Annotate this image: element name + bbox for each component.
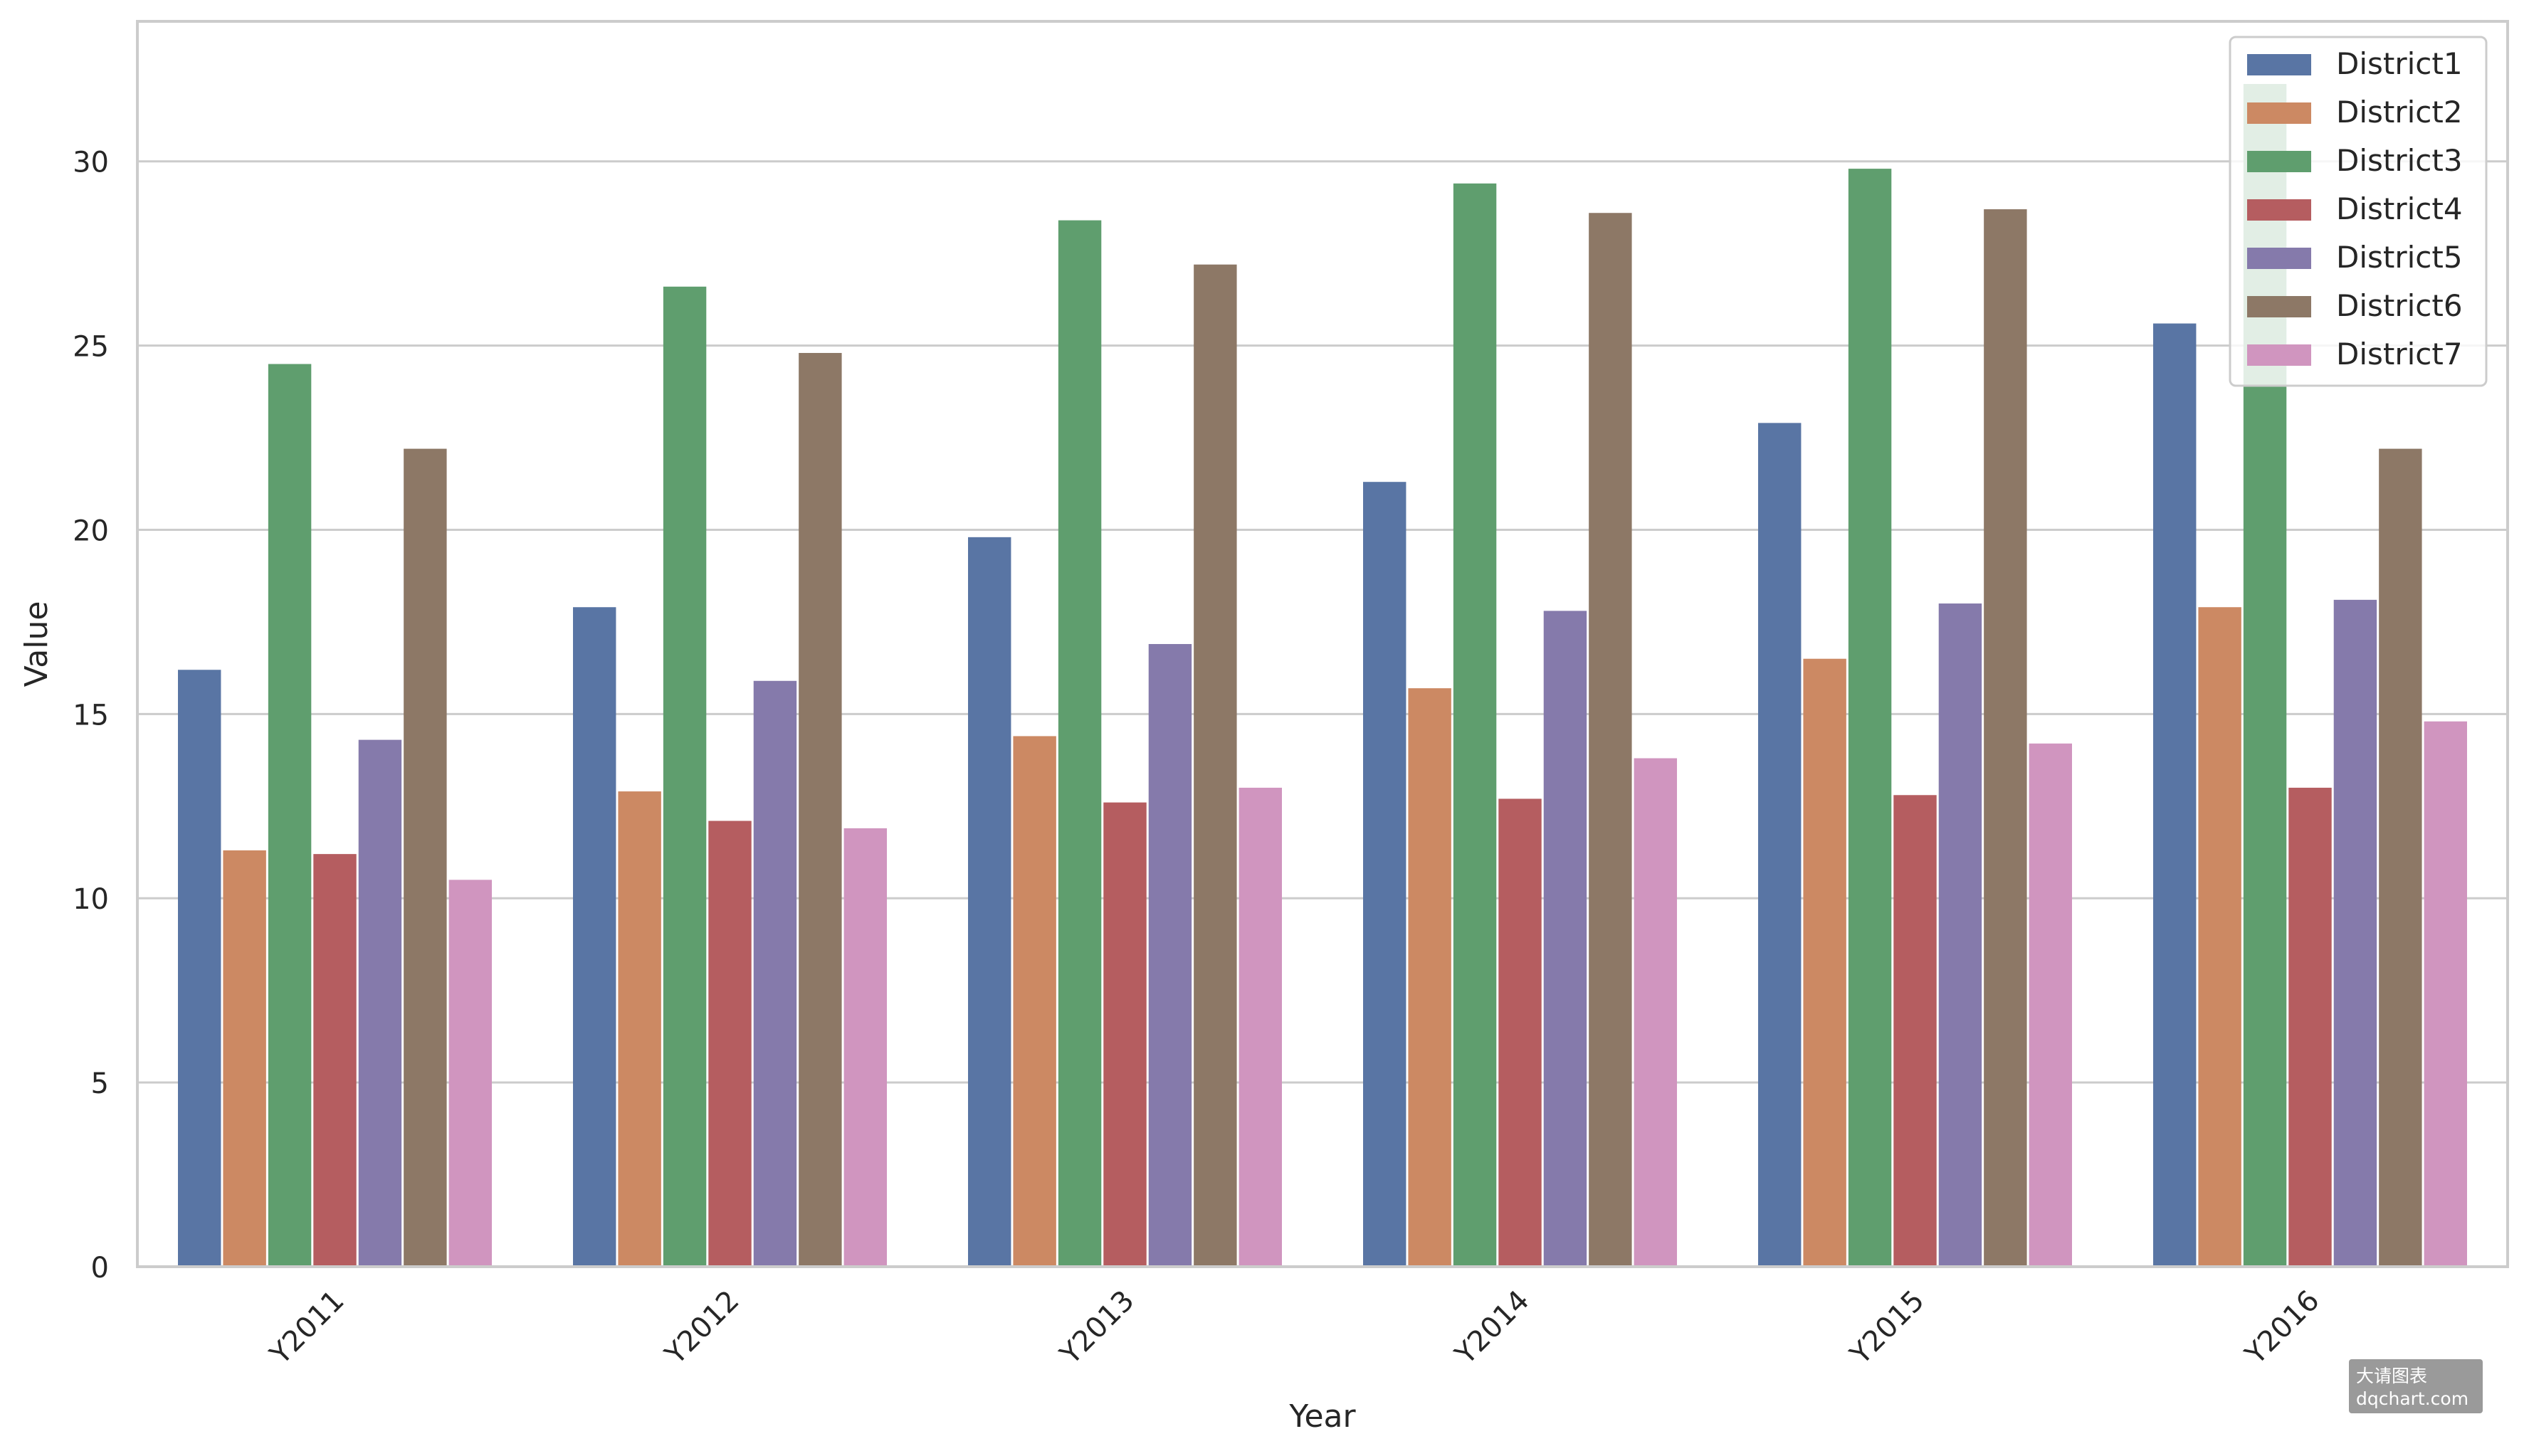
bar-district5-y2015 [1938, 603, 1982, 1267]
bar-district1-y2014 [1363, 482, 1406, 1267]
legend: District1 District2 District3 District4 Dist… [2229, 36, 2488, 387]
legend-label: District7 [2336, 337, 2463, 371]
bar-district3-y2013 [1058, 220, 1102, 1267]
y-tick-label: 20 [73, 515, 109, 547]
bar-district1-y2012 [573, 607, 616, 1267]
legend-label: District3 [2336, 143, 2463, 178]
bar-district1-y2011 [178, 670, 221, 1267]
bar-district3-y2014 [1453, 183, 1497, 1267]
legend-label: District2 [2336, 95, 2463, 130]
bar-district2-y2016 [2198, 607, 2241, 1267]
bar-district6-y2011 [404, 448, 447, 1267]
legend-label: District6 [2336, 288, 2463, 323]
y-tick-label: 25 [73, 331, 109, 364]
bar-district5-y2013 [1148, 644, 1192, 1267]
legend-label: District1 [2336, 46, 2463, 81]
legend-label: District5 [2336, 240, 2463, 275]
bar-district4-y2011 [313, 854, 357, 1267]
bar-district7-y2012 [843, 828, 887, 1267]
grid-lines [137, 160, 2508, 1268]
bar-district4-y2015 [1893, 795, 1937, 1267]
bar-district4-y2012 [708, 821, 752, 1267]
bar-district1-y2015 [1758, 423, 1802, 1267]
bar-district2-y2011 [223, 850, 266, 1267]
bar-district7-y2013 [1239, 787, 1282, 1267]
legend-label: District4 [2336, 191, 2463, 226]
bar-district5-y2012 [753, 680, 797, 1267]
bar-district6-y2012 [799, 352, 842, 1267]
bar-district6-y2016 [2379, 448, 2422, 1267]
bar-district5-y2011 [358, 739, 402, 1267]
bars [178, 84, 2467, 1267]
legend-swatch [2247, 248, 2311, 269]
bar-district1-y2016 [2153, 323, 2197, 1267]
bar-district7-y2011 [448, 880, 492, 1267]
y-tick-label: 5 [91, 1067, 109, 1100]
watermark: 大请图表 dqchart.com [2349, 1359, 2483, 1413]
legend-swatch [2247, 344, 2311, 366]
y-tick-label: 30 [73, 147, 109, 179]
x-tick-label: Y2014 [1448, 1284, 1535, 1371]
y-tick-label: 10 [73, 883, 109, 916]
bar-district4-y2016 [2288, 787, 2332, 1267]
legend-swatch [2247, 151, 2311, 172]
bar-district2-y2013 [1013, 736, 1056, 1267]
watermark-line-1: 大请图表 [2356, 1366, 2428, 1386]
bar-district6-y2015 [1984, 209, 2027, 1267]
bar-district7-y2016 [2424, 721, 2467, 1267]
watermark-line-2: dqchart.com [2356, 1388, 2469, 1409]
y-tick-label: 15 [73, 699, 109, 732]
bar-district4-y2013 [1103, 802, 1147, 1267]
y-axis-label: Value [19, 601, 55, 687]
bar-district7-y2014 [1634, 758, 1677, 1267]
legend-swatch [2247, 296, 2311, 317]
x-tick-label: Y2012 [658, 1284, 745, 1371]
legend-swatch [2247, 54, 2311, 75]
x-tick-label: Y2015 [1844, 1284, 1930, 1371]
bar-district3-y2015 [1848, 169, 1892, 1267]
bar-district2-y2012 [618, 791, 661, 1267]
x-tick-label: Y2013 [1053, 1284, 1140, 1371]
bar-district6-y2014 [1589, 213, 1632, 1267]
bar-district2-y2014 [1408, 688, 1451, 1267]
bar-district5-y2014 [1543, 611, 1587, 1267]
bar-district2-y2015 [1803, 658, 1846, 1267]
bar-district7-y2015 [2029, 743, 2072, 1267]
bar-district3-y2011 [268, 364, 312, 1267]
bar-district3-y2012 [663, 286, 707, 1267]
x-tick-label: Y2011 [263, 1284, 350, 1371]
legend-swatch [2247, 199, 2311, 221]
y-tick-label: 0 [91, 1252, 109, 1284]
bar-district4-y2014 [1498, 798, 1542, 1267]
x-tick-label: Y2016 [2239, 1284, 2325, 1371]
bar-district1-y2013 [968, 537, 1011, 1267]
x-axis-label: Year [1288, 1398, 1356, 1435]
x-tick-labels: Y2011 Y2012 Y2013 Y2014 Y2015 Y2016 [263, 1284, 2325, 1371]
legend-swatch [2247, 102, 2311, 124]
bar-district5-y2016 [2333, 599, 2377, 1267]
bar-district6-y2013 [1194, 264, 1237, 1267]
plot-frame [136, 20, 2509, 1268]
y-tick-labels: 0 5 10 15 20 25 30 [73, 147, 109, 1284]
